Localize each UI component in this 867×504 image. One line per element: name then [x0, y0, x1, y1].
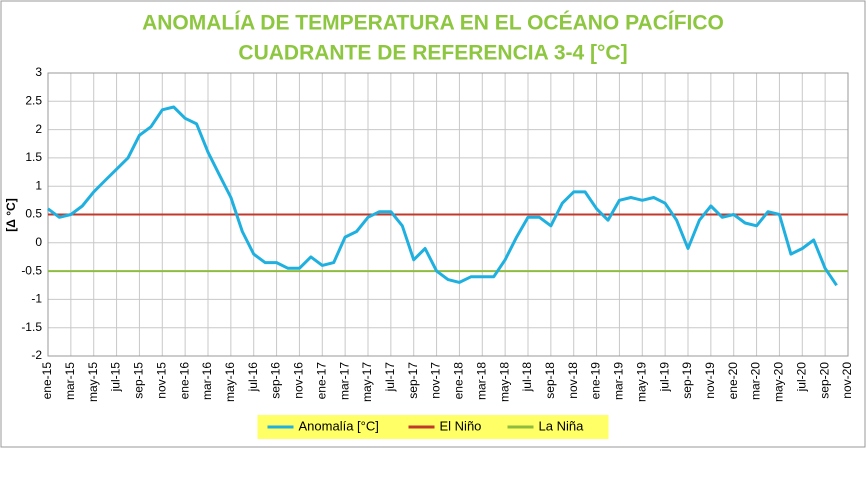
x-tick-label: jul-18	[520, 362, 534, 393]
x-tick-label: sep-15	[132, 362, 146, 399]
series-line	[47, 105, 838, 287]
x-tick-label: ene-17	[314, 362, 328, 400]
x-tick-label: nov-19	[703, 362, 717, 399]
x-tick-label: may-18	[497, 362, 511, 402]
x-tick-label: ene-15	[40, 362, 54, 400]
x-tick-label: mar-16	[200, 362, 214, 400]
y-axis-label: [Δ °C]	[4, 198, 18, 231]
x-tick-label: mar-15	[63, 362, 77, 400]
x-tick-label: nov-20	[840, 362, 854, 399]
y-tick-label: 0.5	[25, 207, 42, 221]
y-tick-label: 0	[35, 235, 42, 249]
x-tick-label: jul-16	[246, 362, 260, 393]
x-tick-label: ene-20	[726, 362, 740, 400]
x-tick-label: jul-17	[383, 362, 397, 393]
x-tick-label: mar-19	[612, 362, 626, 400]
legend-label: Anomalía [°C]	[299, 418, 379, 433]
x-tick-label: jul-20	[794, 362, 808, 393]
x-tick-label: jul-15	[109, 362, 123, 393]
y-tick-label: 3	[35, 65, 42, 79]
legend-label: La Niña	[539, 418, 585, 433]
chart-title: ANOMALÍA DE TEMPERATURA EN EL OCÉANO PAC…	[142, 12, 724, 35]
x-tick-label: sep-16	[269, 362, 283, 399]
y-tick-label: -0.5	[21, 263, 42, 277]
y-tick-label: 2.5	[25, 93, 42, 107]
x-tick-label: mar-18	[474, 362, 488, 400]
x-tick-label: ene-16	[177, 362, 191, 400]
y-tick-label: -1	[31, 292, 42, 306]
x-tick-label: nov-18	[566, 362, 580, 399]
x-tick-label: may-19	[634, 362, 648, 402]
chart-border	[0, 0, 866, 448]
x-tick-label: sep-19	[680, 362, 694, 399]
x-tick-label: jul-19	[657, 362, 671, 393]
y-tick-label: -2	[31, 348, 42, 362]
x-tick-label: ene-18	[452, 362, 466, 400]
x-tick-label: sep-18	[543, 362, 557, 399]
chart-subtitle: CUADRANTE DE REFERENCIA 3-4 [°C]	[238, 42, 627, 65]
y-tick-label: 2	[35, 122, 42, 136]
y-tick-label: 1	[35, 178, 42, 192]
legend: Anomalía [°C] El Niño La Niña	[257, 415, 609, 439]
x-tick-label: mar-17	[337, 362, 351, 400]
y-tick-label: -1.5	[21, 320, 42, 334]
x-tick-label: may-15	[86, 362, 100, 402]
x-tick-label: nov-16	[292, 362, 306, 399]
x-tick-label: ene-19	[589, 362, 603, 400]
x-tick-label: mar-20	[749, 362, 763, 400]
x-tick-label: sep-20	[817, 362, 831, 399]
x-tick-label: may-16	[223, 362, 237, 402]
x-tick-label: nov-15	[154, 362, 168, 399]
x-tick-label: nov-17	[429, 362, 443, 399]
x-tick-label: sep-17	[406, 362, 420, 399]
x-tick-label: may-20	[772, 362, 786, 402]
x-tick-label: may-17	[360, 362, 374, 402]
legend-label: El Niño	[440, 418, 482, 433]
y-tick-label: 1.5	[25, 150, 42, 164]
